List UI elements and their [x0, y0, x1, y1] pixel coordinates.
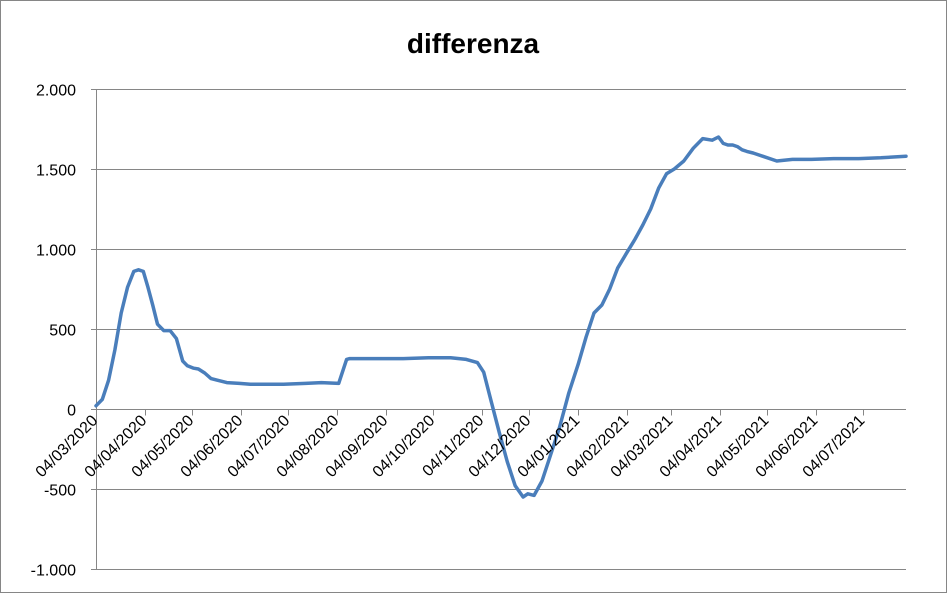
- data-point: [577, 363, 580, 366]
- data-point: [137, 268, 140, 271]
- data-point: [775, 159, 778, 163]
- data-point: [904, 155, 908, 158]
- data-point: [731, 143, 734, 147]
- data-point: [113, 348, 117, 351]
- data-point: [449, 356, 452, 359]
- data-point: [320, 381, 323, 384]
- data-point: [548, 455, 552, 459]
- data-point: [608, 287, 611, 291]
- data-point: [203, 371, 206, 375]
- data-point: [722, 142, 725, 145]
- y-tick-label: 2.000: [36, 83, 76, 100]
- data-point: [616, 267, 619, 270]
- data-point: [751, 151, 755, 155]
- data-point: [832, 157, 835, 160]
- data-point: [181, 359, 184, 363]
- data-point: [282, 383, 285, 386]
- y-tick-label: -1.000: [31, 563, 76, 580]
- data-point: [665, 172, 668, 175]
- data-point: [649, 207, 652, 211]
- data-point: [711, 139, 714, 142]
- data-point: [476, 361, 479, 364]
- data-point: [94, 404, 98, 407]
- data-point: [120, 311, 123, 315]
- data-point: [238, 382, 241, 385]
- data-point: [209, 377, 213, 380]
- data-point: [736, 145, 739, 148]
- data-point: [592, 311, 596, 315]
- data-point: [857, 157, 860, 160]
- series-layer: [94, 135, 908, 499]
- data-point: [304, 382, 307, 385]
- y-tick-labels: -1.000 -500 0 500 1.000 1.500 2.000: [31, 83, 76, 580]
- data-point: [521, 495, 525, 499]
- data-point: [146, 286, 150, 289]
- data-point: [156, 323, 159, 326]
- data-point: [151, 303, 154, 307]
- chart-title: differenza: [407, 28, 540, 59]
- data-point: [345, 358, 348, 361]
- data-point: [600, 303, 604, 307]
- data-point: [625, 251, 629, 254]
- data-point: [567, 391, 570, 395]
- data-point: [337, 382, 340, 385]
- data-point: [249, 383, 252, 386]
- data-point: [225, 381, 228, 384]
- data-point: [107, 379, 110, 382]
- data-point: [584, 335, 588, 339]
- data-point: [514, 484, 517, 487]
- y-tick-label: 0: [67, 403, 76, 420]
- data-point: [633, 238, 637, 241]
- data-point: [498, 431, 501, 435]
- data-point: [168, 329, 172, 332]
- data-point: [175, 337, 178, 340]
- data-point: [490, 401, 493, 404]
- data-point: [350, 357, 353, 360]
- data-point: [162, 329, 165, 332]
- y-tick-label: 1.500: [36, 163, 76, 180]
- y-tick-label: 500: [49, 323, 76, 340]
- data-point: [361, 357, 364, 360]
- data-point: [558, 427, 561, 430]
- data-point: [132, 270, 135, 273]
- data-point: [879, 156, 882, 159]
- x-tick-labels: 04/03/202004/04/202004/05/202004/06/2020…: [33, 412, 869, 481]
- data-point: [265, 383, 268, 386]
- data-point: [761, 155, 764, 158]
- data-point: [126, 286, 129, 289]
- data-point: [192, 367, 195, 370]
- data-point: [810, 158, 813, 161]
- data-point: [216, 379, 219, 382]
- data-point: [482, 371, 485, 374]
- axes: [91, 89, 906, 570]
- data-point: [673, 167, 676, 171]
- data-point: [532, 494, 536, 497]
- data-point: [427, 356, 430, 359]
- data-point: [745, 150, 748, 153]
- data-point: [526, 492, 529, 495]
- y-tick-label: 1.000: [36, 243, 76, 260]
- data-point: [402, 357, 405, 360]
- data-point: [186, 364, 189, 367]
- data-point: [791, 158, 794, 161]
- data-point: [692, 147, 695, 150]
- data-point: [641, 223, 644, 227]
- y-tick-label: -500: [44, 483, 76, 500]
- data-point: [465, 358, 468, 361]
- data-point: [540, 479, 544, 483]
- data-point: [197, 367, 200, 371]
- data-point: [726, 143, 730, 147]
- data-point: [380, 357, 383, 360]
- data-point: [142, 270, 145, 273]
- data-point: [717, 135, 720, 139]
- data-point: [506, 460, 509, 463]
- data-point: [740, 148, 744, 151]
- data-point: [657, 187, 660, 190]
- data-point: [701, 137, 704, 140]
- data-point: [682, 159, 685, 163]
- data-point: [101, 398, 104, 401]
